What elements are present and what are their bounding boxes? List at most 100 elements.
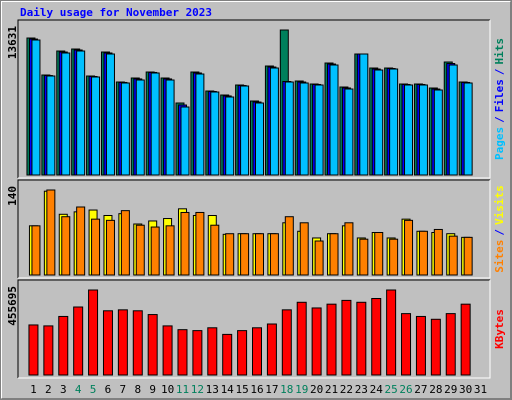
bar [222,333,233,376]
panel-edge [18,180,491,279]
bar [177,329,188,376]
bar [165,79,175,176]
bar [448,235,458,276]
bar [401,313,412,376]
bar [314,240,324,276]
bar [162,325,173,376]
x-tick-label: 13 [206,383,219,396]
bar [374,69,384,176]
bar [105,53,115,176]
legend: KBytes [493,309,506,349]
bar [225,96,235,176]
x-tick-label: 26 [399,383,412,396]
bar [180,211,190,276]
bar [31,225,41,276]
bar [210,224,220,276]
bar [299,82,309,176]
bar [433,89,443,176]
bar [359,53,369,176]
bar [195,211,205,276]
bar [356,301,367,376]
bar [374,232,384,276]
bar [207,327,218,376]
legend-separator: / [493,68,506,75]
x-tick-label: 6 [105,383,112,396]
bar [195,73,205,176]
bar [240,233,250,276]
x-tick-label: 18 [280,383,293,396]
x-tick-label: 4 [75,383,82,396]
bar [448,64,458,176]
bar [61,52,71,176]
x-tick-label: 1 [30,383,37,396]
bar [296,301,307,376]
bar [255,102,264,176]
panel-edge [17,179,490,278]
bar [73,306,84,376]
bar [284,216,294,276]
bar [180,106,190,176]
bar [404,84,414,176]
x-tick-label: 28 [429,383,442,396]
bar [460,303,471,376]
bar [46,189,56,276]
legend: Sites / Visits [493,185,506,273]
x-tick-label: 27 [414,383,427,396]
bar [165,225,175,276]
legend-entry: KBytes [493,309,506,349]
bar [433,228,443,276]
x-tick-label: 30 [459,383,472,396]
bar [120,82,130,176]
bar [192,330,203,376]
bar [28,324,39,376]
bar [359,238,369,276]
x-tick-label: 2 [45,383,52,396]
legend-entry: Pages [493,127,506,160]
legend-entry: Visits [493,185,506,225]
bar [344,222,354,276]
legend: Pages / Files / Hits [493,38,506,160]
legend-entry: Files [493,79,506,112]
bar [418,230,428,276]
bar [404,219,414,276]
bar [237,330,248,376]
x-tick-label: 25 [385,383,398,396]
bar [389,238,399,276]
x-tick-label: 9 [149,383,156,396]
x-tick-label: 21 [325,383,338,396]
bar [281,309,292,376]
bar [389,68,399,176]
x-tick-label: 29 [444,383,457,396]
bar [341,299,352,376]
bar [91,218,101,276]
bar [150,226,160,276]
bar [210,91,220,176]
bar [269,67,279,176]
bar [415,315,426,376]
bar [445,313,456,376]
x-tick-label: 24 [370,383,384,396]
bar [463,82,473,176]
bar [147,314,158,376]
bar [105,219,115,276]
bar [135,224,145,276]
x-tick-label: 10 [161,383,174,396]
x-tick-label: 22 [340,383,353,396]
bar [326,303,337,376]
legend-separator: / [493,116,506,123]
x-tick-label: 19 [295,383,308,396]
y-tick-label: 140 [6,186,19,206]
bar [76,206,86,276]
x-tick-label: 17 [265,383,278,396]
bar [135,79,145,176]
bar [120,210,130,276]
x-tick-label: 31 [474,383,487,396]
panel-edge [18,20,491,179]
x-tick-label: 16 [250,383,263,396]
bar [132,310,143,376]
legend-separator: / [493,229,506,236]
bar [225,233,235,276]
x-tick-label: 3 [60,383,67,396]
bar [299,222,309,276]
